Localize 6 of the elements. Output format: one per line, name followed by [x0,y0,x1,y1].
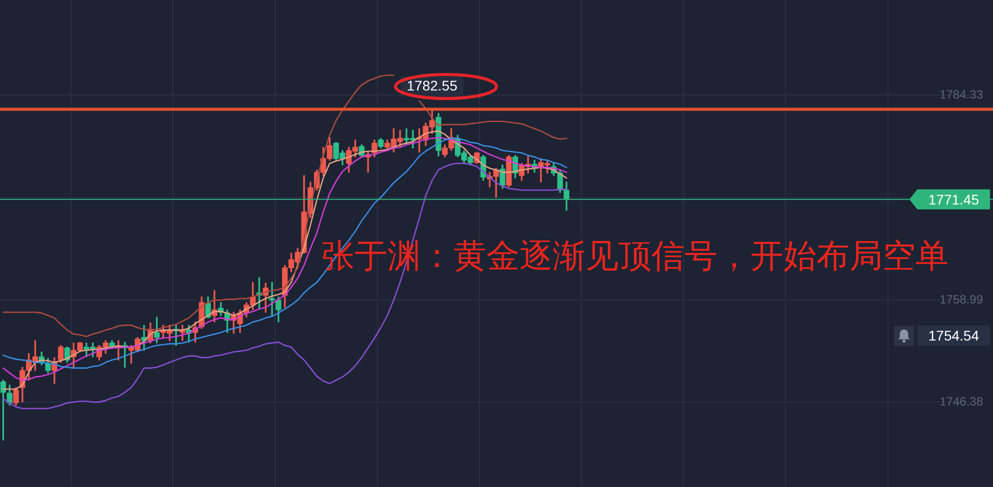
annotation: 1782.55 [406,77,458,94]
ref-line-label: 1771.45 [928,191,980,208]
text: 1754.54 [928,327,980,344]
y-tick-label: 1758.99 [940,292,984,307]
y-tick-label: 1746.38 [940,394,984,409]
y-tick-label: 1784.33 [940,88,984,102]
